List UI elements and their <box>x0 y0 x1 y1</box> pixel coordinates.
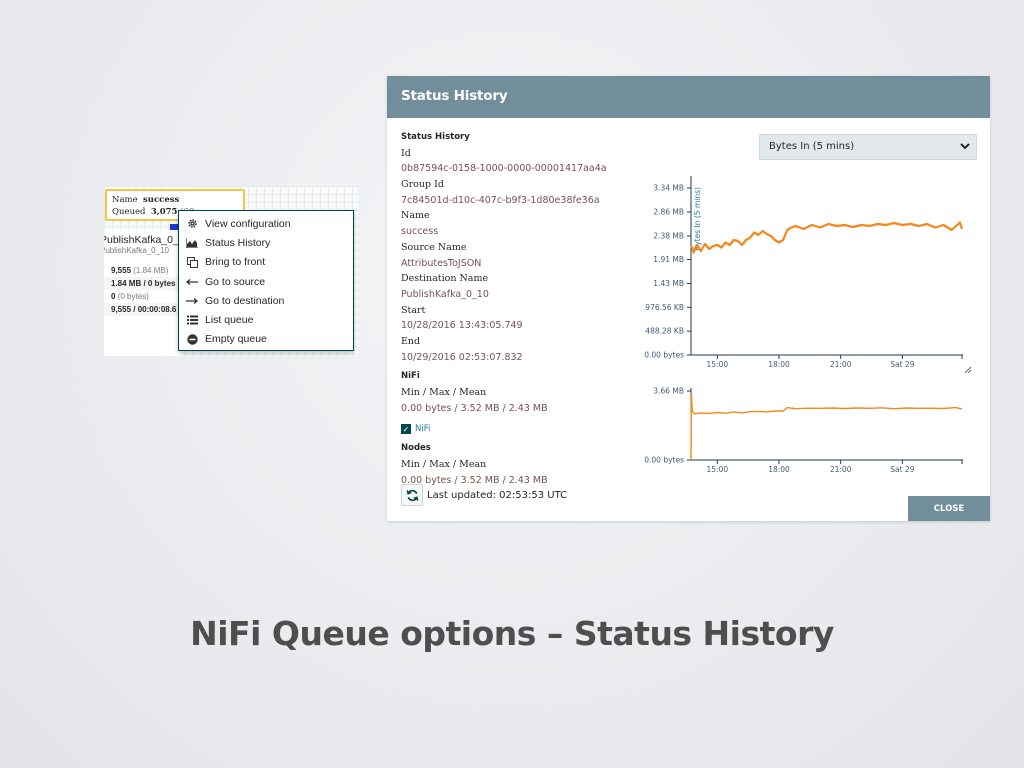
slide-title: NiFi Queue options – Status History <box>190 614 834 653</box>
x-tick-label: Sat 29 <box>890 465 914 474</box>
processor-stat-row: 9,555 (1.84 MB) <box>111 266 169 275</box>
menu-item-label: Empty queue <box>205 333 267 346</box>
nifi-stat-label: Min / Max / Mean <box>401 387 487 398</box>
menu-item-empty-queue[interactable]: Empty queue <box>179 330 353 349</box>
nodes-stat-value: 0.00 bytes / 3.52 MB / 2.43 MB <box>401 474 548 486</box>
x-tick-label: 15:00 <box>707 360 729 369</box>
menu-item-label: View configuration <box>205 217 291 230</box>
list-icon <box>185 314 199 326</box>
menu-item-go-to-source[interactable]: Go to source <box>179 272 353 291</box>
close-button[interactable]: CLOSE <box>908 496 990 521</box>
processor-name: PublishKafka_0_10 <box>104 234 191 246</box>
processor-box[interactable]: PublishKafka_0_10 PublishKafka_0_10 9,55… <box>104 230 191 356</box>
y-tick-label: 0.00 bytes <box>644 456 684 465</box>
bytes-in-overview-chart: 0.00 bytes 3.66 MB 15:00 18:00 21:00 Sat 29 <box>644 387 963 474</box>
nodes-section-title: Nodes <box>401 443 431 454</box>
menu-item-view-configuration[interactable]: View configuration <box>179 214 353 233</box>
menu-item-go-to-destination[interactable]: Go to destination <box>179 291 353 310</box>
nifi-checkbox-label: NiFi <box>415 424 431 435</box>
processor-stat-row: 0 (0 bytes) <box>111 292 149 301</box>
connection-queued-key: Queued <box>112 207 146 217</box>
menu-item-bring-to-front[interactable]: Bring to front <box>179 253 353 272</box>
end-label: End <box>401 335 421 347</box>
arrow-right-icon <box>185 295 199 307</box>
x-tick-label: 18:00 <box>768 465 790 474</box>
menu-item-label: Bring to front <box>205 256 266 269</box>
metric-select[interactable]: Bytes In (5 mins) <box>759 134 977 160</box>
chevron-down-icon <box>960 142 970 153</box>
start-value: 10/28/2016 13:43:05.749 <box>401 320 523 332</box>
end-value: 10/29/2016 02:53:07.832 <box>401 351 523 363</box>
destination-name-value: PublishKafka_0_10 <box>401 288 489 300</box>
y-tick-label: 1.43 MB <box>653 279 684 288</box>
x-tick-label: 18:00 <box>768 360 790 369</box>
nifi-stat-value: 0.00 bytes / 3.52 MB / 2.43 MB <box>401 402 548 414</box>
series-line <box>690 392 963 461</box>
last-updated-label: Last updated: <box>427 489 496 501</box>
y-tick-label: 0.00 bytes <box>644 351 684 360</box>
x-tick-label: 21:00 <box>830 360 852 369</box>
menu-item-label: List queue <box>205 314 254 327</box>
x-tick-label: 15:00 <box>707 465 729 474</box>
connection-name-value: success <box>143 195 180 205</box>
arrow-left-icon <box>185 276 199 288</box>
series-line <box>689 221 964 254</box>
x-tick-label: 21:00 <box>830 465 852 474</box>
x-tick-label: Sat 29 <box>890 360 914 369</box>
refresh-button[interactable] <box>401 484 423 506</box>
copy-icon <box>185 256 199 268</box>
resize-handle-icon[interactable] <box>964 366 972 374</box>
y-axis-label: Bytes In (5 mins) <box>693 187 702 251</box>
nifi-section-title: NiFi <box>401 371 420 382</box>
details-section-title: Status History <box>401 132 470 142</box>
bytes-in-chart: 0.00 bytes 488.28 KB 976.56 KB 1.43 MB 1.91 … <box>644 176 964 369</box>
y-tick-label: 2.38 MB <box>653 232 684 241</box>
metric-select-value: Bytes In (5 mins) <box>769 141 855 152</box>
start-label: Start <box>401 304 426 316</box>
group-id-value: 7c84501d-d10c-407c-b9f3-1d80e38fe36a <box>401 194 600 206</box>
menu-item-label: Status History <box>205 236 271 249</box>
y-tick-label: 976.56 KB <box>645 303 684 312</box>
status-details: Status History Id 0b87594c-0158-1000-000… <box>401 130 631 488</box>
refresh-icon <box>406 489 418 501</box>
connection-queued-count: 3,075 <box>150 207 178 217</box>
connection-name-key: Name <box>112 195 138 205</box>
y-tick-label: 488.28 KB <box>645 327 684 336</box>
processor-stat-row: 1.84 MB / 0 bytes <box>104 277 182 290</box>
menu-item-list-queue[interactable]: List queue <box>179 310 353 329</box>
connection-bend-handle[interactable] <box>170 224 178 232</box>
id-value: 0b87594c-0158-1000-0000-00001417aa4a <box>401 163 607 175</box>
area-chart-icon <box>185 237 199 249</box>
menu-item-label: Go to source <box>205 275 266 288</box>
status-history-dialog: Status History Status History Id 0b87594… <box>387 76 990 521</box>
y-tick-label: 3.66 MB <box>653 387 684 396</box>
menu-item-label: Go to destination <box>205 294 285 307</box>
menu-item-status-history[interactable]: Status History <box>179 233 353 252</box>
nifi-checkbox[interactable]: ✓ <box>401 424 411 435</box>
name-label: Name <box>401 210 430 222</box>
y-tick-label: 2.86 MB <box>653 208 684 217</box>
source-name-label: Source Name <box>401 241 467 253</box>
nodes-stat-label: Min / Max / Mean <box>401 459 487 471</box>
y-tick-label: 1.91 MB <box>653 255 684 264</box>
context-menu: View configuration Status History Bring … <box>178 210 354 351</box>
name-value: success <box>401 226 439 238</box>
status-history-charts: 0.00 bytes 488.28 KB 976.56 KB 1.43 MB 1.91 … <box>644 176 972 474</box>
gear-icon <box>185 218 199 230</box>
group-id-label: Group Id <box>401 179 444 191</box>
y-tick-label: 3.34 MB <box>653 184 684 193</box>
destination-name-label: Destination Name <box>401 273 489 285</box>
minus-circle-icon <box>185 333 199 345</box>
id-label: Id <box>401 147 411 159</box>
dialog-title: Status History <box>387 76 990 118</box>
source-name-value: AttributesToJSON <box>401 257 482 269</box>
processor-type: PublishKafka_0_10 <box>104 246 169 255</box>
last-updated-value: 02:53:53 UTC <box>499 489 568 501</box>
processor-stat-row: 9,555 / 00:00:08.6 <box>104 303 182 316</box>
